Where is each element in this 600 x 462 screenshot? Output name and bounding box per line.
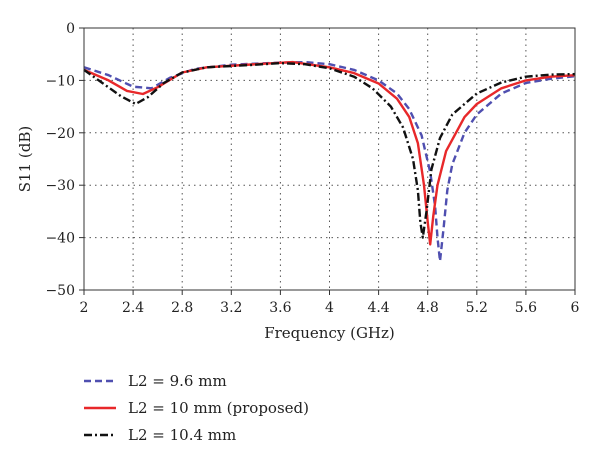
- x-tick-label: 2: [80, 300, 89, 316]
- x-axis: 2 2.4 2.8 3.2 3.6 4 4.4 4.8 5.2 5.6 6: [80, 290, 580, 316]
- y-tick-label: −50: [45, 283, 75, 299]
- x-tick-label: 4: [325, 300, 334, 316]
- y-axis: 0 −10 −20 −30 −40 −50: [45, 21, 84, 299]
- x-tick-label: 5.6: [515, 300, 537, 316]
- x-tick-label: 4.4: [367, 300, 389, 316]
- legend: L2 = 9.6 mm L2 = 10 mm (proposed) L2 = 10.…: [84, 372, 309, 444]
- series-line-1: [83, 60, 576, 263]
- x-tick-label: 5.2: [466, 300, 488, 316]
- x-axis-label: Frequency (GHz): [264, 324, 395, 342]
- y-axis-label: S11 (dB): [16, 126, 34, 192]
- y-tick-label: −30: [45, 178, 75, 194]
- series-layer: [83, 60, 576, 263]
- series-line-3: [83, 61, 576, 239]
- y-tick-label: −20: [45, 126, 75, 142]
- y-tick-label: −40: [45, 231, 75, 247]
- x-tick-label: 2.4: [122, 300, 144, 316]
- x-tick-label: 3.2: [220, 300, 242, 316]
- x-tick-label: 3.6: [269, 300, 291, 316]
- y-tick-label: −10: [45, 73, 75, 89]
- legend-label-2: L2 = 10 mm (proposed): [128, 399, 309, 417]
- x-tick-label: 6: [571, 300, 580, 316]
- legend-label-3: L2 = 10.4 mm: [128, 426, 236, 444]
- y-tick-label: 0: [66, 21, 75, 37]
- x-tick-label: 4.8: [417, 300, 439, 316]
- legend-label-1: L2 = 9.6 mm: [128, 372, 227, 390]
- x-tick-label: 2.8: [171, 300, 193, 316]
